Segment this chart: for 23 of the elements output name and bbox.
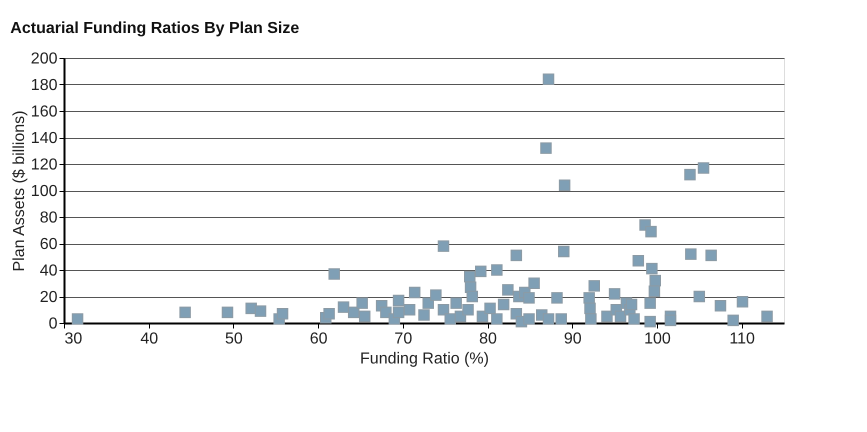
y-tick-label: 80	[40, 210, 58, 226]
x-tick-label: 110	[729, 330, 755, 348]
y-tick-label: 100	[30, 183, 58, 200]
x-tick-label: 40	[140, 330, 158, 348]
chart-title: Actuarial Funding Ratios By Plan Size	[10, 20, 300, 37]
y-tick-label: 140	[30, 130, 58, 147]
y-axis-title: Plan Assets ($ billions)	[10, 110, 28, 272]
x-tick-label: 30	[64, 330, 82, 348]
x-tick-label: 100	[644, 330, 671, 348]
x-tick-label: 60	[310, 330, 328, 348]
x-axis-title: Funding Ratio (%)	[360, 350, 489, 368]
y-tick-label: 20	[40, 289, 58, 306]
y-tick-label: 200	[30, 50, 58, 68]
x-tick-label: 70	[394, 330, 412, 348]
y-tick-label: 120	[30, 156, 58, 174]
x-tick-label: 50	[225, 330, 243, 348]
y-tick-label: 40	[40, 262, 58, 280]
x-tick-label: 90	[564, 330, 582, 348]
y-tick-label: 160	[30, 104, 58, 120]
y-tick-label: 60	[40, 236, 58, 253]
y-tick-label: 180	[30, 77, 58, 94]
x-tick-label: 80	[479, 330, 498, 348]
y-tick-label: 0	[48, 316, 58, 332]
